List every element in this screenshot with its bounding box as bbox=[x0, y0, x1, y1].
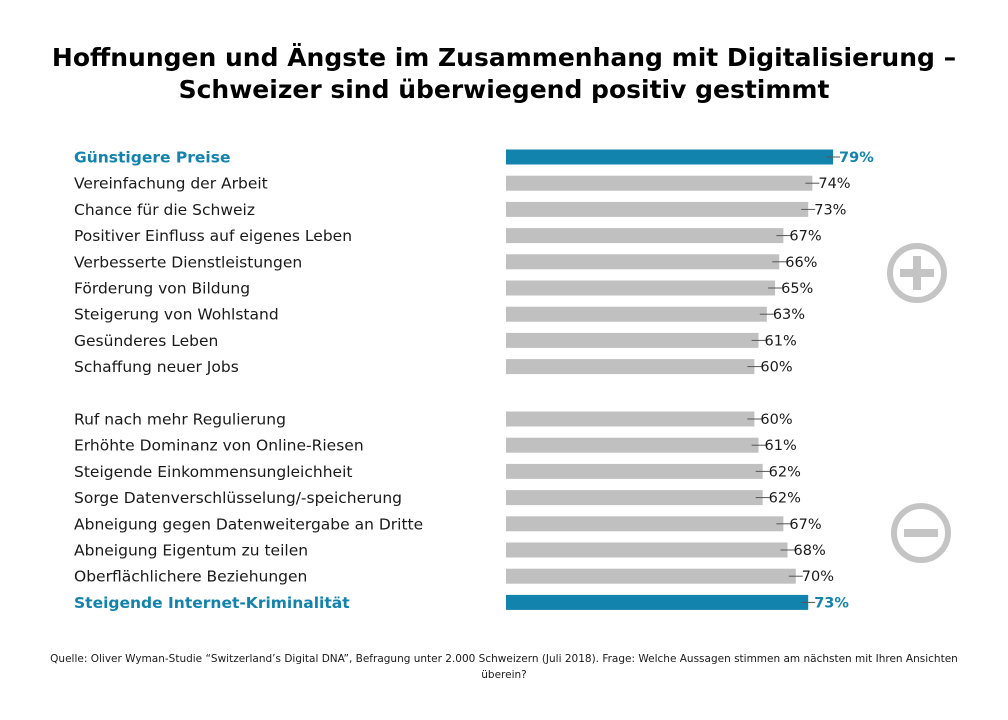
category-label: Steigende Internet-Kriminalität bbox=[74, 594, 350, 612]
category-label: Gesünderes Leben bbox=[74, 332, 218, 350]
bar bbox=[506, 594, 809, 610]
value-label: 60% bbox=[760, 412, 792, 428]
bar bbox=[506, 149, 834, 165]
category-label: Positiver Einfluss auf eigenes Leben bbox=[74, 227, 352, 245]
category-label: Abneigung gegen Datenweitergabe an Dritt… bbox=[74, 515, 423, 533]
value-label: 60% bbox=[760, 360, 792, 376]
bar bbox=[506, 201, 809, 217]
value-label: 62% bbox=[769, 464, 801, 480]
value-label: 79% bbox=[839, 150, 874, 166]
category-label: Steigerung von Wohlstand bbox=[74, 306, 279, 324]
chart-title: Hoffnungen und Ängste im Zusammenhang mi… bbox=[0, 42, 1008, 106]
bar bbox=[506, 411, 755, 427]
category-label: Schaffung neuer Jobs bbox=[74, 358, 239, 376]
category-label: Oberflächlichere Beziehungen bbox=[74, 568, 307, 586]
value-label: 67% bbox=[789, 229, 821, 245]
value-label: 62% bbox=[769, 491, 801, 507]
chart-title-line-1: Hoffnungen und Ängste im Zusammenhang mi… bbox=[51, 43, 957, 72]
bar-chart: Günstigere Preise 79% Vereinfachung der Ar… bbox=[74, 149, 951, 612]
bar bbox=[506, 542, 788, 558]
bars-layer: Günstigere Preise 79% Vereinfachung der Ar… bbox=[74, 149, 874, 612]
value-label: 73% bbox=[814, 595, 849, 611]
value-label: 65% bbox=[781, 281, 813, 297]
bar bbox=[506, 254, 780, 270]
bar bbox=[506, 568, 796, 584]
value-label: 68% bbox=[794, 543, 826, 559]
bar bbox=[506, 359, 755, 375]
bar bbox=[506, 463, 763, 479]
value-label: 61% bbox=[765, 438, 797, 454]
category-label: Ruf nach mehr Regulierung bbox=[74, 411, 286, 429]
chart-title-line-2: Schweizer sind überwiegend positiv gesti… bbox=[178, 75, 830, 104]
category-label: Chance für die Schweiz bbox=[74, 201, 255, 219]
source-note: Quelle: Oliver Wyman-Studie “Switzerland… bbox=[50, 653, 958, 681]
plus-circle-icon bbox=[887, 243, 947, 303]
bar bbox=[506, 306, 767, 322]
category-label: Steigende Einkommensungleichheit bbox=[74, 463, 352, 481]
bar bbox=[506, 228, 784, 244]
value-label: 67% bbox=[789, 517, 821, 533]
category-label: Förderung von Bildung bbox=[74, 280, 250, 298]
bar bbox=[506, 516, 784, 532]
value-label: 63% bbox=[773, 307, 805, 323]
value-label: 74% bbox=[818, 176, 850, 192]
minus-circle-icon bbox=[891, 503, 951, 563]
category-label: Günstigere Preise bbox=[74, 149, 230, 167]
value-label: 70% bbox=[802, 569, 834, 585]
category-label: Verbesserte Dienstleistungen bbox=[74, 253, 302, 271]
value-label: 61% bbox=[765, 333, 797, 349]
value-label: 66% bbox=[785, 255, 817, 271]
bar bbox=[506, 175, 813, 191]
bar bbox=[506, 437, 759, 453]
value-label: 73% bbox=[814, 202, 846, 218]
bar bbox=[506, 280, 776, 296]
category-label: Vereinfachung der Arbeit bbox=[74, 175, 268, 193]
bar bbox=[506, 332, 759, 348]
category-label: Abneigung Eigentum zu teilen bbox=[74, 542, 308, 560]
category-label: Sorge Datenverschlüsselung/-speicherung bbox=[74, 489, 402, 507]
category-label: Erhöhte Dominanz von Online-Riesen bbox=[74, 437, 364, 455]
bar bbox=[506, 490, 763, 506]
